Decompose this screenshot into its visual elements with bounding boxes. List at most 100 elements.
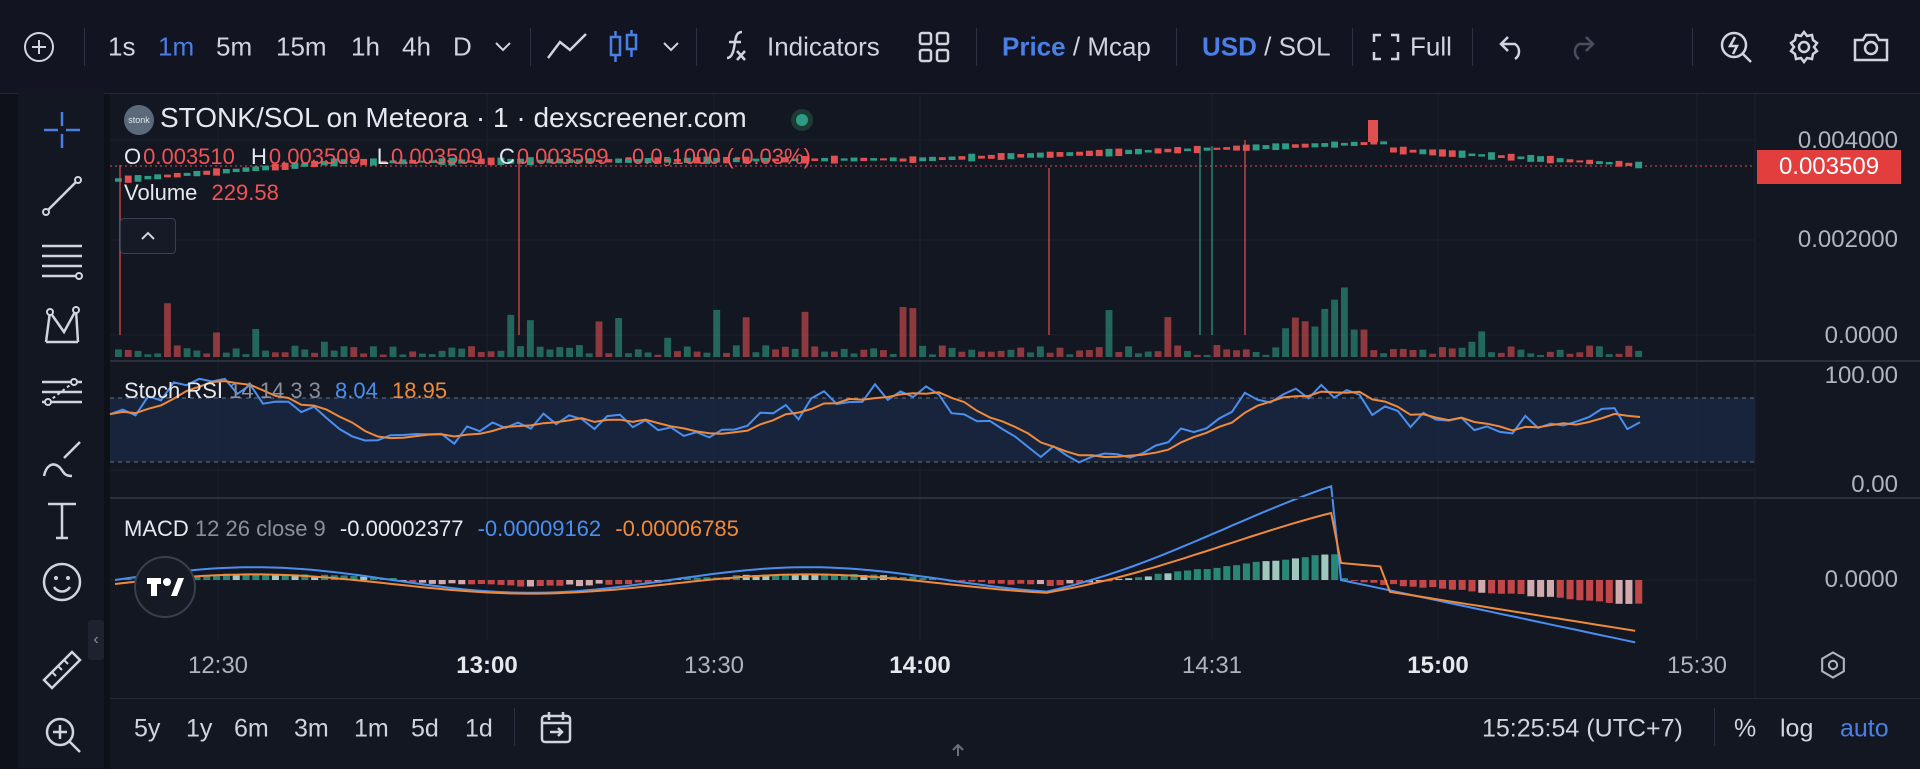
volume-bar — [791, 348, 799, 357]
crosshair-icon[interactable] — [40, 108, 84, 152]
ruler-icon[interactable] — [40, 648, 84, 692]
usd-option[interactable]: USD — [1202, 31, 1257, 62]
volume-bar — [958, 351, 966, 357]
price-axis-label: 0.002000 — [1797, 226, 1898, 253]
macd-value: -0.00009162 — [477, 516, 602, 541]
volume-bar — [1007, 349, 1015, 357]
price-axis-label: 0.004000 — [1797, 127, 1898, 154]
redo-icon[interactable] — [1566, 34, 1596, 60]
undo-icon[interactable] — [1498, 34, 1528, 60]
range-5y[interactable]: 5y — [134, 714, 161, 743]
text-tool-icon[interactable] — [40, 498, 84, 542]
volume-bar — [1635, 350, 1643, 357]
bottom-divider — [514, 708, 515, 746]
alert-clock-icon[interactable] — [1718, 29, 1754, 65]
volume-bar — [948, 347, 956, 357]
range-6m[interactable]: 6m — [234, 714, 269, 743]
close-label: C — [498, 144, 515, 169]
range-3m[interactable]: 3m — [294, 714, 329, 743]
macd-histogram-bar — [517, 580, 525, 587]
snapshot-camera-icon[interactable] — [1852, 31, 1890, 63]
forecast-tool-icon[interactable] — [40, 370, 84, 414]
price-mcap-toggle[interactable]: Price / Mcap — [1002, 32, 1151, 63]
interval-1s[interactable]: 1s — [108, 31, 136, 62]
clock-timezone[interactable]: 15:25:54 (UTC+7) — [1482, 714, 1683, 743]
interval-dropdown-chevron-icon[interactable] — [494, 41, 512, 53]
macd-histogram-bar — [1036, 580, 1044, 585]
volume-bar — [144, 354, 152, 357]
candle — [1066, 152, 1074, 156]
fullscreen-button[interactable]: Full — [1410, 31, 1452, 62]
volume-bar — [340, 346, 348, 357]
volume-bar — [1085, 350, 1093, 357]
candlestick-chart-icon[interactable] — [606, 29, 642, 65]
volume-bar — [1586, 345, 1594, 357]
macd-histogram-bar — [958, 580, 966, 582]
fib-retracement-icon[interactable] — [40, 238, 84, 282]
zoom-in-icon[interactable] — [40, 712, 84, 756]
layouts-grid-icon[interactable] — [918, 31, 950, 63]
collapse-legend-button[interactable] — [120, 218, 176, 254]
line-chart-icon[interactable] — [546, 32, 588, 62]
volume-bar — [1076, 350, 1084, 357]
scroll-up-arrow-icon[interactable] — [950, 742, 966, 758]
volume-bar — [1144, 351, 1152, 357]
price-option[interactable]: Price — [1002, 31, 1066, 62]
macd-histogram-bar — [526, 580, 534, 587]
volume-bar — [546, 349, 554, 357]
indicators-icon[interactable] — [722, 29, 752, 65]
settings-gear-icon[interactable] — [1786, 29, 1822, 65]
auto-scale-toggle[interactable]: auto — [1840, 714, 1889, 743]
pattern-tool-icon[interactable] — [40, 304, 84, 348]
interval-1m[interactable]: 1m — [158, 31, 195, 62]
go-to-date-calendar-icon[interactable] — [538, 710, 574, 746]
volume-bar — [1027, 352, 1034, 357]
tradingview-logo[interactable] — [134, 556, 196, 618]
range-5d[interactable]: 5d — [411, 714, 439, 743]
emoji-icon[interactable] — [40, 560, 84, 604]
candle — [1586, 159, 1594, 165]
collapse-sidebar-button[interactable]: ‹ — [88, 620, 104, 660]
indicators-button[interactable]: Indicators — [767, 31, 880, 62]
volume-bar — [320, 341, 328, 357]
candle — [1497, 155, 1505, 159]
current-price-tag: 0.003509 — [1757, 150, 1901, 184]
macd-histogram-bar — [546, 580, 554, 586]
add-symbol-icon[interactable] — [22, 30, 56, 64]
low-label: L — [376, 144, 390, 169]
candle — [683, 157, 691, 163]
candle — [870, 158, 878, 161]
volume-bar — [830, 351, 838, 357]
macd-histogram-bar — [438, 580, 446, 585]
mcap-option[interactable]: Mcap — [1087, 31, 1151, 62]
interval-4h[interactable]: 4h — [402, 31, 431, 62]
fullscreen-icon[interactable] — [1372, 33, 1400, 61]
interval-d[interactable]: D — [453, 31, 472, 62]
range-1d[interactable]: 1d — [465, 714, 493, 743]
interval-5m[interactable]: 5m — [216, 31, 253, 62]
log-scale-toggle[interactable]: log — [1780, 714, 1814, 743]
sol-option[interactable]: SOL — [1278, 31, 1331, 62]
brush-icon[interactable] — [40, 436, 84, 480]
volume-bar — [1036, 346, 1044, 357]
interval-1h[interactable]: 1h — [351, 31, 380, 62]
chart-type-chevron-icon[interactable] — [662, 41, 680, 53]
macd-histogram-bar — [625, 580, 633, 585]
volume-bar — [723, 352, 730, 357]
currency-toggle[interactable]: USD / SOL — [1202, 32, 1331, 63]
macd-histogram-bar — [1340, 578, 1349, 580]
volume-bar — [978, 351, 985, 357]
stoch-rsi-legend: Stoch RSI 14 14 3 3 8.04 18.95 — [124, 378, 447, 404]
axis-settings-gear-icon[interactable] — [1818, 650, 1848, 680]
macd-histogram-bar — [585, 580, 593, 586]
stoch-axis-label: 100.00 — [1824, 362, 1898, 389]
percent-scale-toggle[interactable]: % — [1734, 714, 1757, 743]
range-1y[interactable]: 1y — [186, 714, 213, 743]
candle — [242, 167, 250, 172]
macd-histogram-bar — [1507, 580, 1515, 594]
macd-histogram-bar — [840, 575, 848, 580]
interval-15m[interactable]: 15m — [276, 31, 327, 62]
range-1m[interactable]: 1m — [354, 714, 389, 743]
trend-line-icon[interactable] — [40, 174, 84, 218]
